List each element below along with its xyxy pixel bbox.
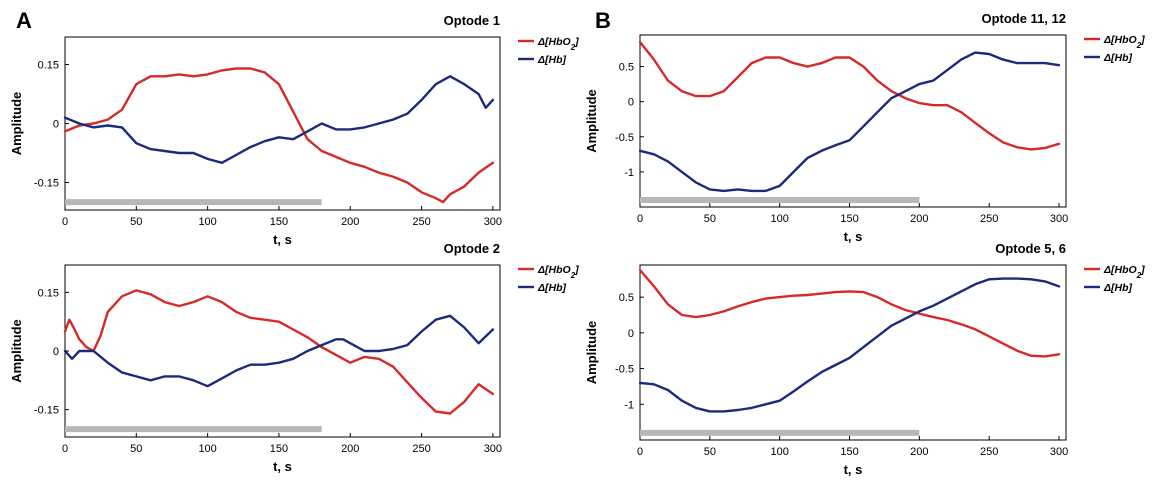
series-line-hbo2 (638, 40, 1061, 151)
x-axis-label: t, s (844, 462, 863, 477)
y-tick-label: -1 (624, 399, 634, 411)
y-tick-label: 0.5 (619, 292, 634, 304)
y-axis-label: Amplitude (9, 319, 24, 383)
y-tick-label: 0 (628, 328, 634, 340)
x-tick-label: 150 (270, 216, 288, 228)
chart-title: Optode 11, 12 (981, 11, 1066, 26)
y-axis-label: Amplitude (584, 321, 599, 385)
y-tick-label: -0.5 (615, 364, 634, 376)
chart-title: Optode 2 (444, 241, 500, 256)
legend-label-hb: Δ[Hb] (1103, 52, 1133, 64)
x-tick-label: 300 (484, 443, 502, 455)
plot-frame (64, 36, 501, 211)
x-tick-label: 200 (341, 216, 359, 228)
x-tick-label: 50 (704, 446, 716, 458)
x-tick-label: 0 (637, 213, 643, 225)
series-line-hb (638, 277, 1061, 413)
chart-2: 0 50 100 150 200 250 300 -0.15 0 0.15 Optode 2 t, s… (9, 241, 579, 474)
x-tick-label: 0 (62, 216, 68, 228)
legend-label-hbo2: Δ[HbO2] (1103, 34, 1145, 50)
x-tick-label: 100 (198, 216, 216, 228)
plot-frame (639, 264, 1067, 441)
y-tick-label: 0 (53, 346, 59, 358)
x-tick-label: 250 (412, 443, 430, 455)
chart-title: Optode 5, 6 (995, 241, 1066, 256)
y-axis-label: Amplitude (584, 89, 599, 153)
x-tick-label: 200 (910, 213, 928, 225)
chart-3: 0 50 100 150 200 250 300 -1 -0.5 0 0.5 Optode 11, 1… (584, 11, 1145, 244)
series-line-hb (638, 51, 1061, 193)
x-tick-label: 50 (130, 216, 142, 228)
y-tick-label: 0 (53, 119, 59, 131)
x-tick-label: 100 (770, 213, 788, 225)
y-tick-label: 0.5 (619, 62, 634, 74)
chart-1: 0 50 100 150 200 250 300 -0.15 0 0.15 Optode 1 t, s… (9, 13, 579, 247)
x-tick-label: 300 (484, 216, 502, 228)
x-tick-label: 50 (130, 443, 142, 455)
y-tick-label: -0.15 (34, 405, 59, 417)
legend-label-hb: Δ[Hb] (537, 54, 567, 66)
x-tick-label: 300 (1050, 446, 1068, 458)
legend-label-hbo2: Δ[HbO2] (537, 264, 579, 280)
series-line-hb (63, 75, 495, 165)
chart-title: Optode 1 (444, 13, 500, 28)
x-tick-label: 50 (704, 213, 716, 225)
panel-letter-a: A (16, 8, 32, 33)
y-axis-label: Amplitude (9, 92, 24, 156)
legend-label-hb: Δ[Hb] (1103, 282, 1133, 294)
panel-letter-b: B (595, 8, 611, 33)
x-tick-label: 0 (62, 443, 68, 455)
y-tick-label: 0 (628, 97, 634, 109)
x-tick-label: 200 (341, 443, 359, 455)
x-tick-label: 0 (637, 446, 643, 458)
x-tick-label: 250 (980, 446, 998, 458)
chart-4: 0 50 100 150 200 250 300 -1 -0.5 0 0.5 Optode 5, 6 t… (584, 241, 1145, 477)
legend-label-hb: Δ[Hb] (537, 282, 567, 294)
x-tick-label: 150 (840, 213, 858, 225)
series-line-hbo2 (638, 268, 1061, 358)
x-tick-label: 150 (270, 443, 288, 455)
x-tick-label: 150 (840, 446, 858, 458)
y-tick-label: 0.15 (38, 60, 59, 72)
y-tick-label: -1 (624, 167, 634, 179)
x-axis-label: t, s (273, 459, 292, 474)
y-tick-label: -0.15 (34, 177, 59, 189)
x-tick-label: 100 (770, 446, 788, 458)
plot-frame (639, 34, 1067, 208)
x-tick-label: 250 (412, 216, 430, 228)
series-line-hbo2 (63, 289, 495, 415)
y-tick-label: -0.5 (615, 132, 634, 144)
x-tick-label: 300 (1050, 213, 1068, 225)
x-tick-label: 200 (910, 446, 928, 458)
x-axis-label: t, s (273, 232, 292, 247)
series-line-hb (63, 314, 495, 388)
x-axis-label: t, s (844, 229, 863, 244)
series-line-hbo2 (63, 67, 495, 204)
y-tick-label: 0.15 (38, 287, 59, 299)
x-tick-label: 250 (980, 213, 998, 225)
x-tick-label: 100 (198, 443, 216, 455)
legend-label-hbo2: Δ[HbO2] (1103, 264, 1145, 280)
legend-label-hbo2: Δ[HbO2] (537, 36, 579, 52)
